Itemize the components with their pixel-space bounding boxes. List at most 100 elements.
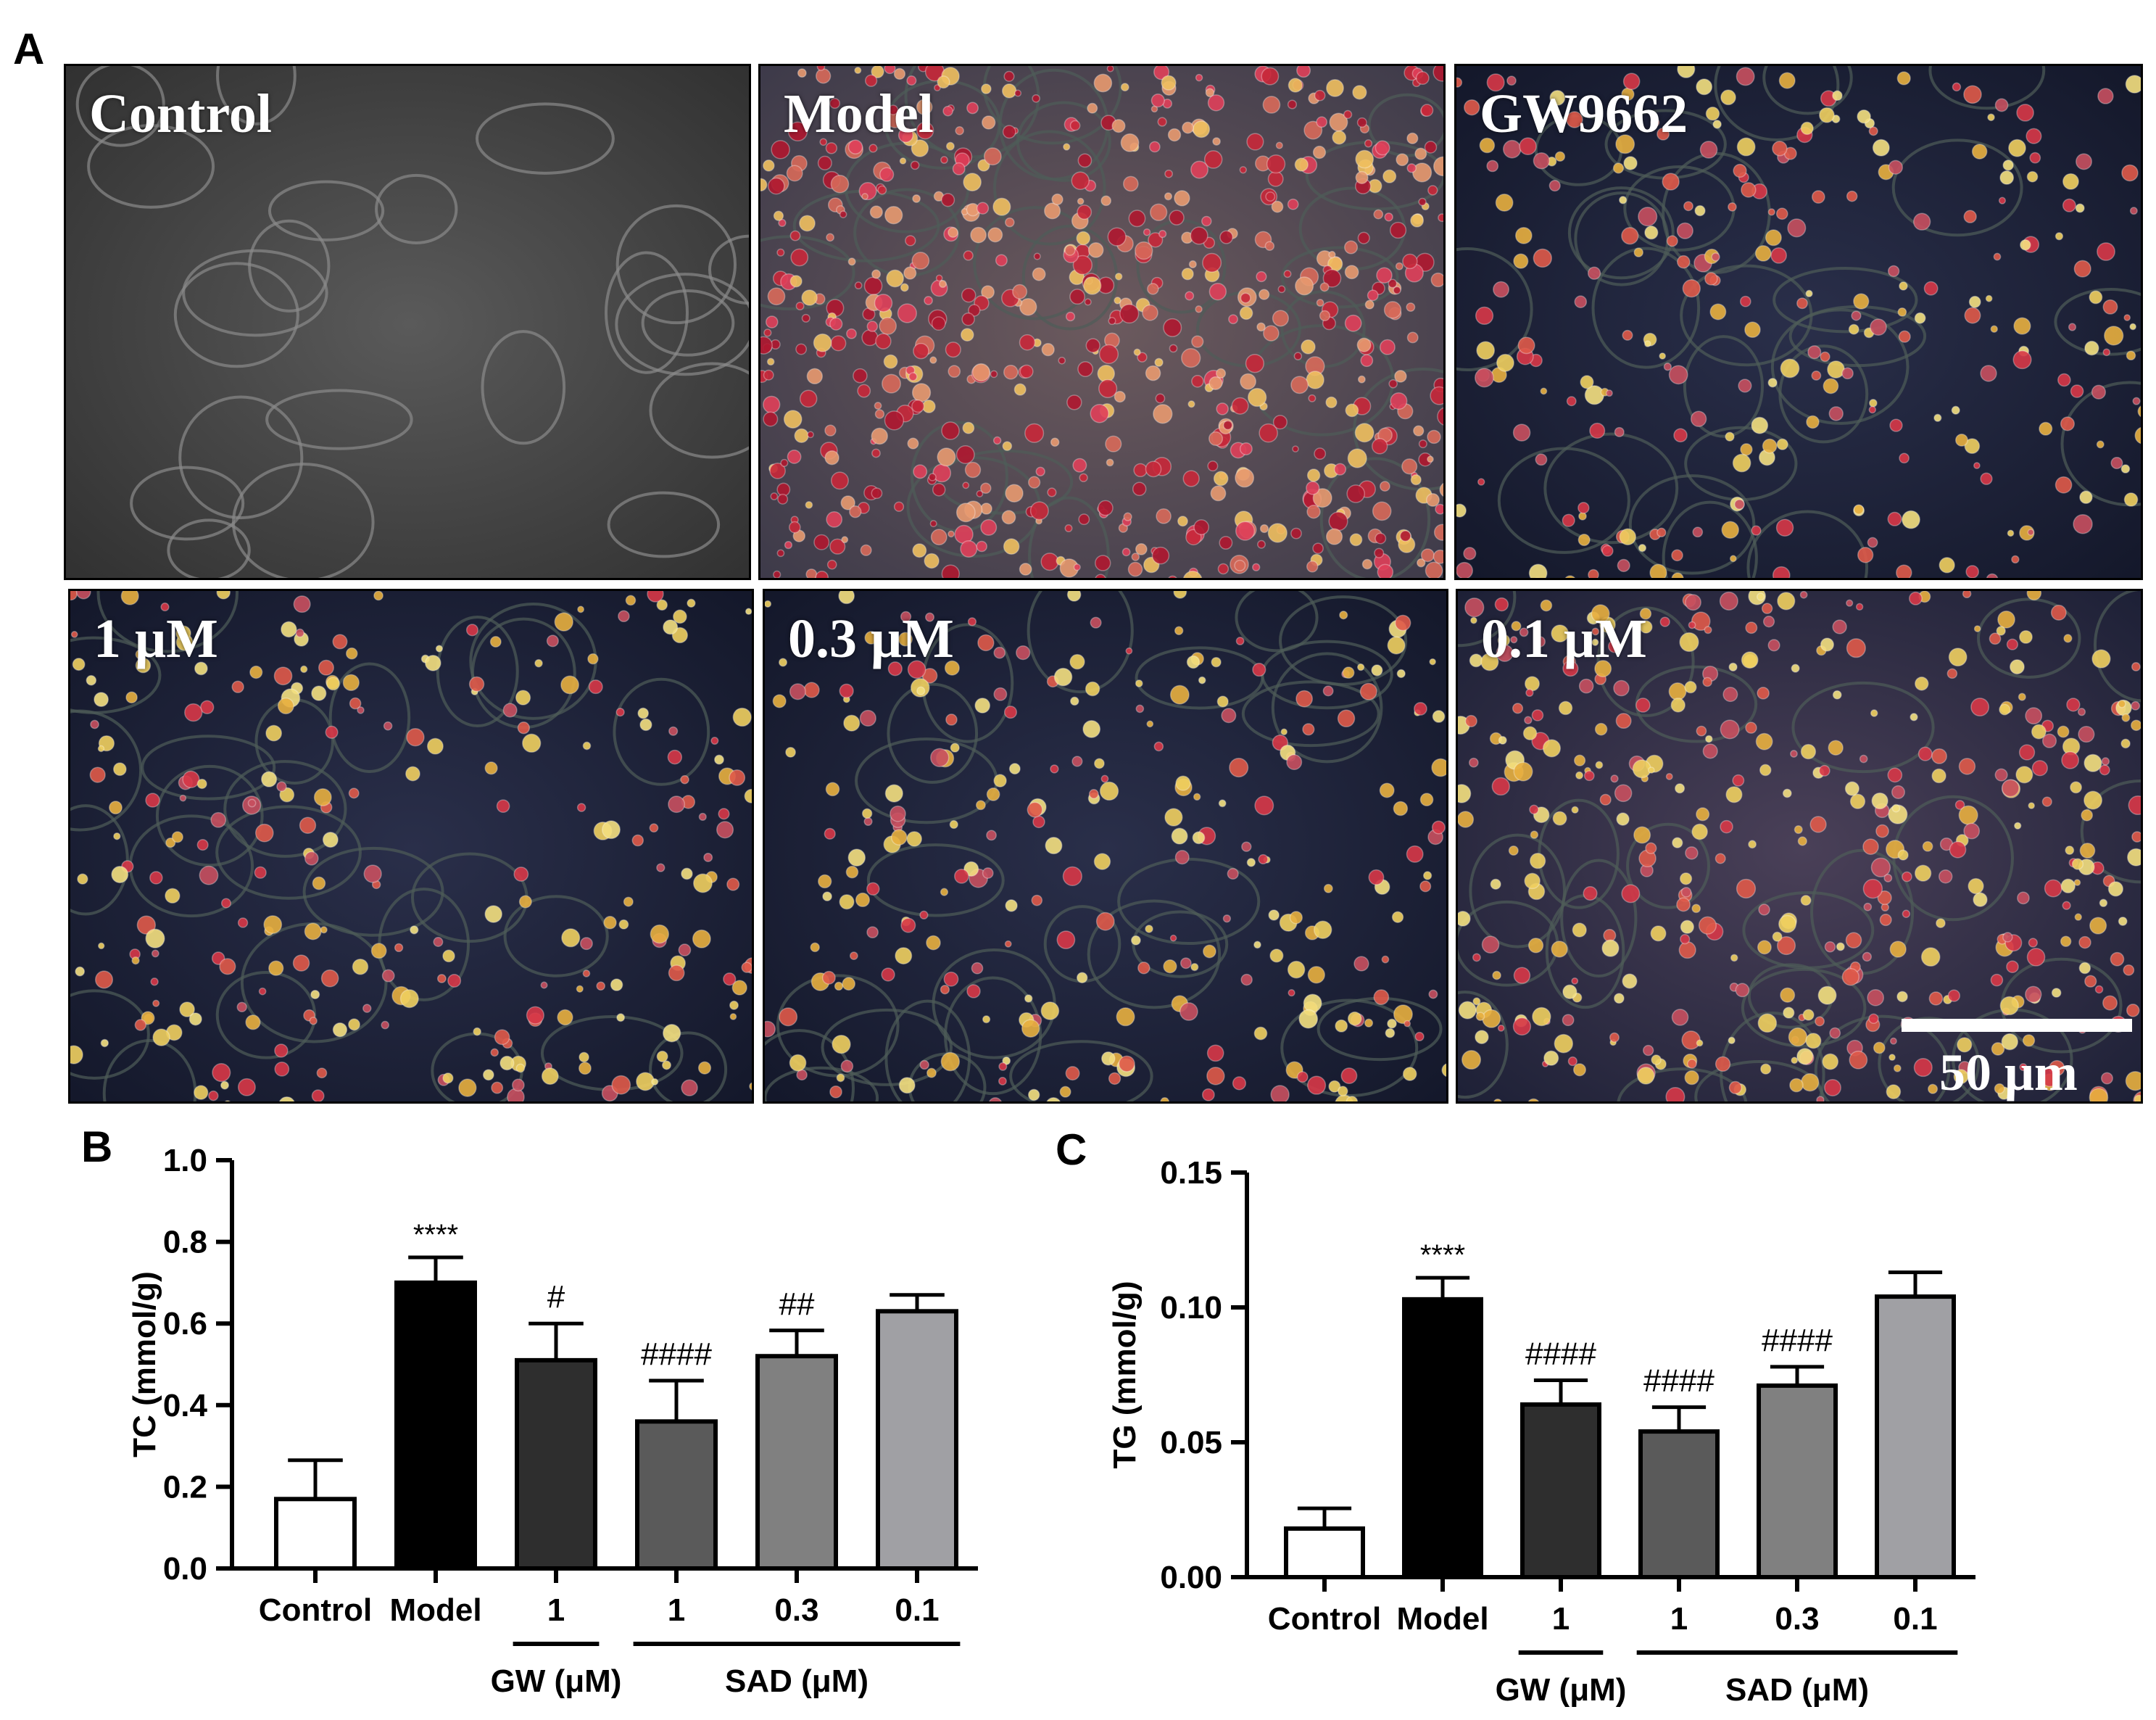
lipid-droplet [723, 972, 737, 986]
lipid-droplet [2102, 348, 2111, 357]
lipid-droplet [853, 368, 868, 384]
lipid-droplet [1562, 984, 1577, 999]
lipid-droplet [1032, 267, 1046, 281]
cell-outline [1892, 795, 2014, 922]
lipid-droplet [2089, 1088, 2109, 1101]
lipid-droplet [1174, 190, 1190, 207]
lipid-droplet [799, 215, 816, 232]
lipid-droplet [729, 1000, 739, 1010]
lipid-droplet [1150, 94, 1165, 108]
lipid-droplet [981, 285, 995, 299]
lipid-droplet [1142, 304, 1158, 321]
lipid-droplet [1554, 151, 1566, 162]
cell-outline [613, 677, 710, 786]
lipid-droplet [517, 722, 531, 735]
lipid-droplet [937, 75, 950, 89]
group-label: SAD (μM) [1725, 1672, 1869, 1708]
lipid-droplet [1848, 323, 1859, 335]
lipid-droplet [2118, 700, 2126, 708]
lipid-droplet [1952, 82, 1962, 92]
lipid-droplet [2129, 207, 2138, 215]
lipid-droplet [2134, 426, 2141, 445]
lipid-droplet [1679, 632, 1699, 653]
lipid-droplet [1767, 208, 1775, 216]
lipid-droplet [2018, 692, 2026, 701]
lipid-droplet [494, 1029, 510, 1046]
lipid-droplet [971, 962, 984, 975]
lipid-droplet [1098, 344, 1119, 364]
lipid-droplet [777, 493, 789, 505]
lipid-droplet [1145, 365, 1161, 381]
lipid-droplet [2081, 809, 2094, 822]
lipid-droplet [1475, 1030, 1489, 1044]
lipid-droplet [1472, 997, 1481, 1006]
lipid-droplet [895, 947, 913, 965]
lipid-droplet [1128, 210, 1146, 228]
lipid-droplet [1272, 310, 1289, 327]
lipid-droplet [2099, 764, 2110, 776]
lipid-droplet [1154, 357, 1164, 367]
lipid-droplet [1116, 1007, 1135, 1027]
cell-outline [1814, 1014, 1951, 1101]
lipid-droplet [1519, 137, 1537, 155]
lipid-droplet [899, 157, 907, 165]
cell-outline [1773, 267, 1918, 334]
lipid-droplet [1231, 397, 1249, 415]
lipid-droplet [854, 67, 862, 75]
lipid-droplet [881, 967, 895, 982]
lipid-droplet [611, 1075, 631, 1095]
lipid-droplet [1267, 170, 1284, 187]
lipid-droplet [745, 608, 752, 616]
micrograph-model: Model [758, 64, 1446, 580]
lipid-droplet [1480, 653, 1499, 671]
lipid-droplet [1510, 636, 1518, 644]
lipid-droplet [1185, 529, 1202, 546]
lipid-droplet [1004, 940, 1012, 948]
lipid-droplet [1420, 548, 1435, 563]
lipid-droplet [1266, 154, 1286, 174]
lipid-droplet [1344, 265, 1359, 280]
lipid-droplet [1131, 553, 1140, 561]
lipid-droplet [1762, 616, 1775, 628]
lipid-droplet [1383, 301, 1402, 319]
lipid-droplet [2100, 1072, 2113, 1085]
lipid-droplet [1968, 295, 1981, 308]
lipid-droplet [1106, 458, 1114, 467]
lipid-droplet [970, 226, 987, 244]
lipid-droplet [312, 876, 326, 890]
lipid-droplet [1357, 375, 1366, 384]
lipid-droplet [2070, 384, 2084, 398]
significance-label: **** [1420, 1239, 1465, 1271]
lipid-droplet [1591, 627, 1600, 636]
lipid-droplet [1649, 563, 1667, 578]
lipid-droplet [1056, 930, 1076, 950]
lipid-droplet [2128, 795, 2141, 816]
lipid-droplet [787, 121, 808, 142]
lipid-droplet [1301, 339, 1316, 355]
lipid-droplet [1177, 516, 1188, 527]
lipid-droplet [1734, 499, 1745, 510]
lipid-droplet [1240, 292, 1251, 304]
lipid-droplet [847, 139, 863, 154]
lipid-droplet [1862, 878, 1883, 899]
lipid-droplet [160, 602, 170, 612]
lipid-droplet [1413, 425, 1425, 437]
lipid-droplet [618, 610, 630, 623]
lipid-droplet [916, 121, 934, 140]
cell-outline [475, 102, 615, 175]
lipid-droplet [2126, 848, 2141, 867]
lipid-droplet [1618, 196, 1628, 204]
lipid-droplet [763, 395, 781, 414]
lipid-droplet [1994, 768, 2008, 782]
lipid-droplet [829, 538, 846, 555]
significance-label: #### [1643, 1363, 1715, 1399]
lipid-droplet [1426, 492, 1440, 507]
lipid-droplet [1846, 599, 1854, 607]
lipid-droplet [765, 600, 772, 608]
lipid-droplet [1270, 1085, 1290, 1101]
lipid-droplet [773, 210, 784, 221]
lipid-droplet [1613, 679, 1630, 697]
lipid-droplet [1772, 566, 1791, 578]
lipid-droplet [370, 943, 387, 959]
lipid-droplet [1532, 1006, 1551, 1027]
